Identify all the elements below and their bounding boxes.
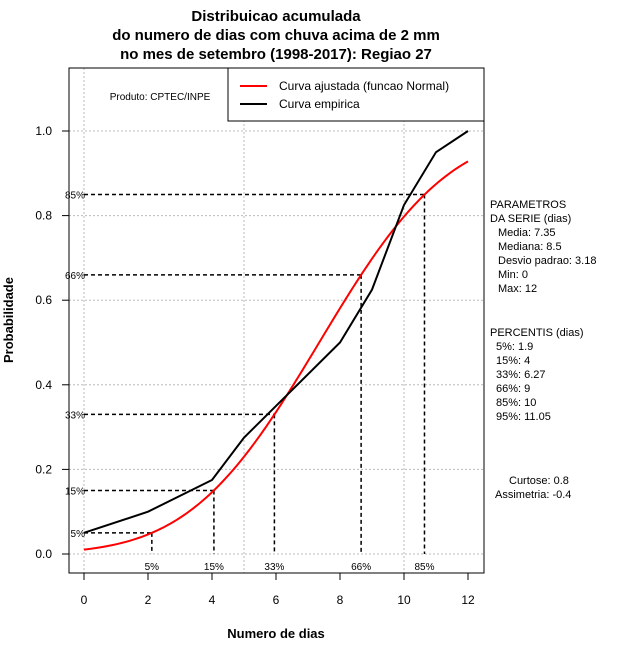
pct-15: 15%: 4 — [496, 355, 530, 367]
percentile-label-x: 33% — [264, 562, 284, 573]
percentile-label-x: 15% — [204, 562, 224, 573]
percentile-label-x: 5% — [145, 562, 160, 573]
legend: Curva ajustada (funcao Normal) Curva emp… — [227, 67, 485, 122]
axes: 0 2 4 6 8 10 12 0.0 0.2 0.4 0.6 0.8 1.0 — [35, 124, 475, 607]
percentile-label-y: 85% — [65, 190, 85, 201]
empirical-curve — [83, 130, 469, 534]
percentile-label-y: 15% — [65, 487, 85, 498]
title-line-3: no mes de setembro (1998-2017): Regiao 2… — [120, 46, 432, 63]
y-tick-label: 0.4 — [35, 378, 52, 392]
x-axis-label: Numero de dias — [227, 626, 325, 641]
title-line-2: do numero de dias com chuva acima de 2 m… — [112, 27, 440, 44]
pct-33: 33%: 6.27 — [496, 369, 546, 381]
percentile-guides: 5% 5% 15% 15% 33% 33% 66% 66% 85% 85% — [65, 190, 435, 573]
y-tick-label: 0.0 — [35, 547, 52, 561]
x-tick-label: 12 — [461, 593, 475, 607]
legend-label-fitted: Curva ajustada (funcao Normal) — [279, 79, 449, 93]
pct-title: PERCENTIS (dias) — [490, 327, 584, 339]
percentile-label-y: 66% — [65, 271, 85, 282]
x-tick-label: 6 — [273, 593, 280, 607]
x-tick-label: 10 — [397, 593, 411, 607]
y-tick-label: 1.0 — [35, 124, 52, 138]
pct-66: 66%: 9 — [496, 383, 530, 395]
assimetria: Assimetria: -0.4 — [495, 489, 571, 501]
param-max: Max: 12 — [498, 283, 537, 295]
series-lines — [83, 130, 469, 551]
param-media: Media: 7.35 — [498, 227, 555, 239]
legend-box — [227, 67, 485, 122]
y-tick-label: 0.6 — [35, 293, 52, 307]
x-tick-label: 8 — [337, 593, 344, 607]
x-tick-label: 0 — [81, 593, 88, 607]
chart-title: Distribuicao acumulada do numero de dias… — [112, 8, 440, 63]
param-desvio: Desvio padrao: 3.18 — [498, 255, 596, 267]
legend-label-empirical: Curva empirica — [279, 97, 360, 111]
y-tick-label: 0.8 — [35, 209, 52, 223]
param-mediana: Mediana: 8.5 — [498, 241, 562, 253]
pct-5: 5%: 1.9 — [496, 341, 533, 353]
percentile-label-x: 66% — [351, 562, 371, 573]
plot-frame — [68, 67, 485, 574]
fitted-normal-curve — [83, 160, 469, 551]
param-min: Min: 0 — [498, 269, 528, 281]
x-tick-label: 4 — [209, 593, 216, 607]
percentile-label-y: 33% — [65, 410, 85, 421]
params-title-2: DA SERIE (dias) — [490, 213, 571, 225]
params-title-1: PARAMETROS — [490, 199, 566, 211]
curtose: Curtose: 0.8 — [509, 475, 569, 487]
stats-panel: PARAMETROS DA SERIE (dias) Media: 7.35 M… — [490, 199, 596, 501]
y-tick-label: 0.2 — [35, 462, 52, 476]
title-line-1: Distribuicao acumulada — [191, 8, 361, 25]
percentile-label-x: 85% — [414, 562, 434, 573]
pct-95: 95%: 11.05 — [496, 411, 551, 423]
percentile-label-y: 5% — [71, 529, 86, 540]
x-tick-label: 2 — [145, 593, 152, 607]
grid — [69, 68, 484, 573]
credit-text: Produto: CPTEC/INPE — [110, 92, 211, 103]
pct-85: 85%: 10 — [496, 397, 536, 409]
y-axis-label: Probabilidade — [1, 277, 16, 363]
